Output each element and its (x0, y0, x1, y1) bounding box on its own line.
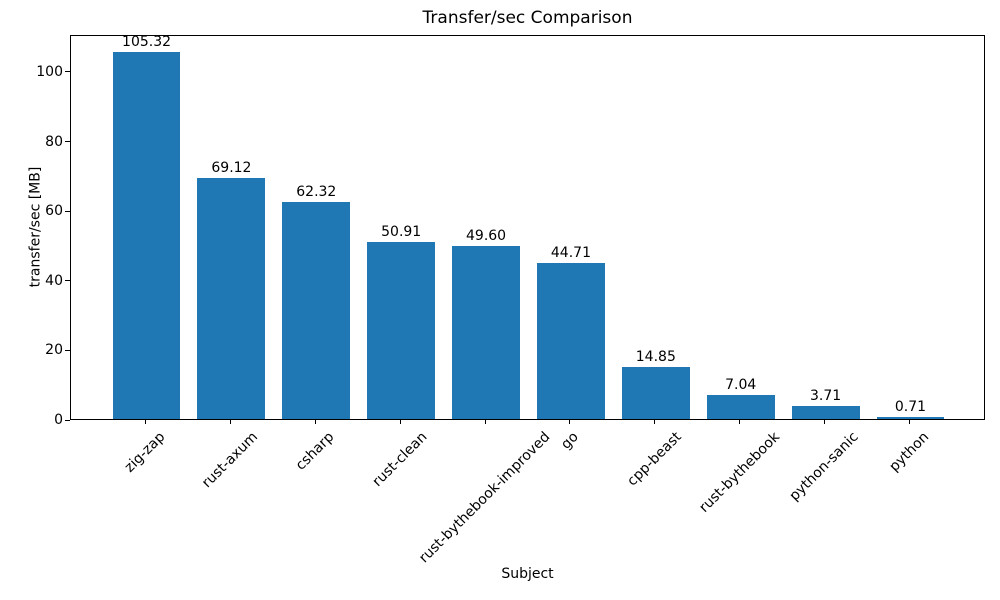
bar-value-label: 49.60 (466, 228, 507, 245)
y-tick-mark (65, 71, 70, 73)
bar-value-label: 62.32 (296, 184, 337, 201)
bar-value-label: 7.04 (725, 376, 757, 393)
x-tick-label: rust-clean (369, 429, 431, 490)
x-tick-mark (908, 420, 910, 424)
y-tick-mark (65, 141, 70, 143)
x-tick-label: python (886, 429, 933, 475)
y-tick-label: 60 (45, 203, 63, 220)
x-axis-label: Subject (501, 566, 554, 582)
bar-zig-zap (112, 52, 181, 419)
bar-go (536, 263, 605, 419)
y-tick-label: 0 (54, 412, 63, 428)
x-tick-mark (739, 420, 741, 424)
bar-rust-axum (197, 178, 266, 419)
bar-value-label: 0.71 (894, 398, 927, 415)
y-tick-mark (65, 419, 70, 421)
chart-title: Transfer/sec Comparison (422, 8, 633, 28)
bar-rust-bythebook (706, 394, 775, 419)
bar-value-label: 105.32 (122, 34, 172, 51)
bar-python-sanic (791, 406, 860, 419)
y-axis-label: transfer/sec [MB] (27, 166, 44, 288)
y-tick-mark (65, 210, 70, 212)
bar-rust-bythebook-improved (452, 246, 520, 419)
bar-value-label: 14.85 (635, 349, 676, 366)
x-tick-mark (484, 420, 486, 424)
x-tick-mark (399, 420, 401, 424)
x-tick-label: python-sanic (786, 429, 863, 505)
bar-value-label: 3.71 (809, 388, 842, 405)
bar-value-label: 69.12 (211, 160, 252, 177)
x-tick-mark (229, 420, 231, 424)
plot-area: 105.32 69.12 62.32 50.91 49.60 44.71 14.85 7.04… (70, 35, 985, 420)
x-tick-label: go (558, 429, 582, 453)
x-tick-mark (569, 420, 571, 424)
x-tick-label: rust-bythebook (695, 429, 783, 516)
y-tick-label: 20 (45, 342, 63, 359)
y-tick-mark (65, 349, 70, 351)
x-tick-label: rust-bythebook-improved (416, 429, 554, 567)
bar-csharp (282, 202, 351, 419)
x-tick-label: rust-axum (198, 429, 262, 492)
y-tick-label: 100 (36, 63, 63, 80)
x-tick-label: csharp (292, 429, 338, 474)
x-tick-mark (314, 420, 316, 424)
bar-python (876, 416, 945, 419)
bar-value-label: 50.91 (381, 223, 422, 240)
y-tick-label: 80 (45, 133, 63, 150)
x-tick-mark (824, 420, 826, 424)
bar-rust-clean (367, 241, 436, 419)
x-tick-mark (654, 420, 656, 424)
x-tick-label: cpp-beast (624, 429, 685, 490)
bar-cpp-beast (621, 367, 690, 419)
y-tick-label: 40 (45, 272, 63, 289)
bar-value-label: 44.71 (550, 245, 591, 262)
x-tick-mark (145, 420, 147, 424)
x-tick-label: zig-zap (121, 429, 169, 476)
y-tick-mark (65, 280, 70, 282)
